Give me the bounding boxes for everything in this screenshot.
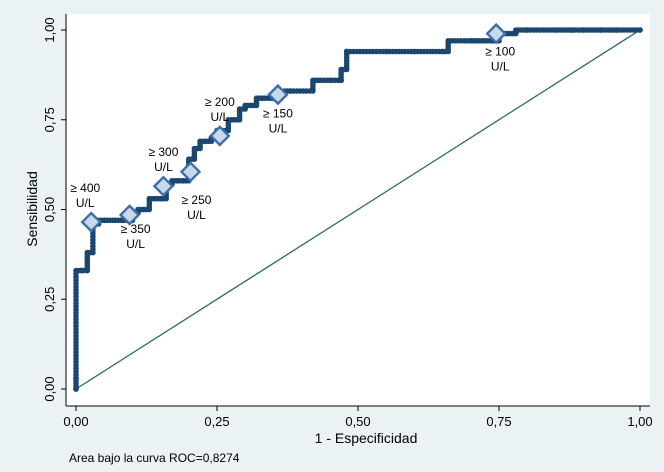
y-axis-title: Sensibilidad	[24, 171, 40, 247]
x-tick-label: 0,25	[204, 414, 229, 429]
cutoff-label: ≥ 200	[205, 95, 235, 109]
y-ticks: 0,00 0,25 0,50 0,75 1,00	[42, 17, 66, 402]
cutoff-label: ≥ 150	[263, 107, 293, 121]
cutoff-label: ≥ 250	[182, 193, 212, 207]
cutoff-unit: U/L	[269, 122, 288, 136]
y-tick-label: 0,75	[42, 107, 57, 132]
cutoff-unit: U/L	[187, 208, 206, 222]
roc-point	[637, 27, 643, 33]
x-ticks: 0,00 0,25 0,50 0,75 1,00	[63, 406, 653, 429]
y-tick-label: 0,50	[42, 197, 57, 222]
auc-note: Area bajo la curva ROC=0,8274	[69, 451, 240, 465]
cutoff-marker	[152, 175, 175, 197]
cutoff-marker	[209, 125, 231, 147]
cutoff-unit: U/L	[491, 60, 510, 74]
cutoff-marker	[80, 211, 102, 233]
y-tick-label: 1,00	[42, 17, 57, 42]
y-tick-label: 0,00	[42, 376, 57, 401]
x-axis-title: 1 - Especificidad	[315, 430, 418, 446]
cutoff-label: ≥ 100	[485, 45, 515, 59]
reference-line	[75, 29, 641, 390]
cutoff-marker	[485, 22, 507, 45]
cutoff-marker	[118, 204, 141, 226]
x-tick-label: 1,00	[627, 414, 652, 429]
cutoff-label: ≥ 400	[70, 181, 100, 195]
cutoff-unit: U/L	[154, 160, 173, 174]
cutoff-marker	[179, 161, 202, 183]
cutoff-unit: U/L	[126, 237, 145, 251]
cutoff-label: ≥ 300	[148, 145, 178, 159]
x-tick-label: 0,00	[63, 414, 88, 429]
y-tick-label: 0,25	[42, 287, 57, 312]
cutoff-unit: U/L	[76, 196, 95, 210]
x-tick-label: 0,50	[345, 414, 370, 429]
cutoff-marker	[267, 83, 289, 106]
cutoff-label: ≥ 350	[121, 222, 151, 236]
cutoff-unit: U/L	[210, 110, 229, 124]
x-tick-label: 0,75	[486, 414, 511, 429]
reference-line-layer	[75, 29, 641, 390]
